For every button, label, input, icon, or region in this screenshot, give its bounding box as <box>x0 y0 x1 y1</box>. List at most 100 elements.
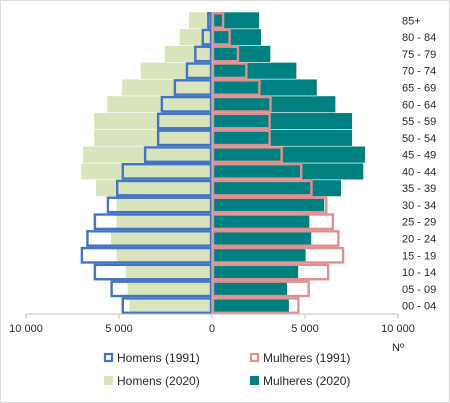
bar-mulheres-1991 <box>211 162 303 180</box>
category-label: 85+ <box>402 15 421 27</box>
bar-homens-2020 <box>106 95 213 113</box>
bar-mulheres-1991 <box>211 213 335 231</box>
category-label: 55 - 59 <box>402 116 436 128</box>
bar-mulheres-2020 <box>211 179 342 197</box>
category-labels-group: 00 - 04 05 - 09 10 - 14 15 - 19 20 - 24 25 - … <box>402 15 436 312</box>
bar-mulheres-2020 <box>211 280 288 298</box>
bar-homens-2020 <box>121 78 213 97</box>
bar-mulheres-2020 <box>211 78 318 97</box>
bar-homens-1991 <box>93 263 213 281</box>
legend-label: Homens (2020) <box>117 374 200 388</box>
bar-mulheres-2020 <box>211 95 336 113</box>
bar-homens-2020 <box>115 246 213 264</box>
bar-homens-1991 <box>121 162 213 180</box>
bar-mulheres-1991 <box>211 112 271 130</box>
bar-mulheres-2020 <box>211 263 299 281</box>
bar-homens-1991 <box>93 213 213 231</box>
legend-label: Homens (1991) <box>117 351 200 365</box>
bar-homens-2020 <box>80 162 213 181</box>
bar-homens-2020 <box>115 196 213 214</box>
bar-homens-1991 <box>116 179 213 197</box>
bar-mulheres-1991 <box>211 11 225 29</box>
outline-bars-group <box>80 11 345 314</box>
bar-mulheres-1991 <box>211 62 248 80</box>
x-tick-labels-group: 10 000 5 000 0 5 000 10 000 <box>9 323 415 335</box>
bar-mulheres-1991 <box>211 179 313 197</box>
category-label: 65 - 69 <box>402 83 436 95</box>
bar-mulheres-1991 <box>211 28 231 46</box>
category-label: 00 - 04 <box>402 301 436 313</box>
bar-mulheres-1991 <box>211 146 283 164</box>
bar-homens-2020 <box>127 280 213 298</box>
category-label: 70 - 74 <box>402 66 436 78</box>
category-label: 75 - 79 <box>402 49 436 61</box>
bar-homens-2020 <box>82 145 213 164</box>
bar-homens-1991 <box>194 45 213 63</box>
bar-homens-2020 <box>93 129 213 147</box>
bar-mulheres-2020 <box>211 11 260 30</box>
bar-mulheres-1991 <box>211 129 271 147</box>
bar-homens-1991 <box>207 11 213 29</box>
bar-mulheres-2020 <box>211 62 297 80</box>
category-label: 40 - 44 <box>402 166 436 178</box>
bar-mulheres-2020 <box>211 28 262 46</box>
bar-mulheres-2020 <box>211 162 364 181</box>
bar-homens-1991 <box>106 196 213 214</box>
category-label: 25 - 29 <box>402 217 436 229</box>
category-label: 05 - 09 <box>402 284 436 296</box>
bar-homens-1991 <box>110 280 213 298</box>
x-axis-label: Nº <box>392 342 404 354</box>
filled-bars-group <box>80 11 366 315</box>
bar-homens-1991 <box>156 112 213 130</box>
bar-homens-2020 <box>93 112 213 130</box>
bar-mulheres-2020 <box>211 145 366 164</box>
bar-mulheres-1991 <box>211 246 345 264</box>
bar-mulheres-1991 <box>211 95 272 113</box>
bar-homens-1991 <box>185 62 213 80</box>
legend-swatch <box>103 352 114 363</box>
bar-mulheres-1991 <box>211 230 340 247</box>
legend-label: Mulheres (1991) <box>263 351 350 365</box>
x-tick-label: 10 000 <box>9 323 43 335</box>
bar-mulheres-2020 <box>211 229 312 248</box>
bar-mulheres-1991 <box>211 297 300 314</box>
category-label: 45 - 49 <box>402 150 436 162</box>
category-label: 20 - 24 <box>402 234 436 246</box>
bar-homens-2020 <box>115 213 213 231</box>
axes-group <box>25 12 399 319</box>
bar-homens-2020 <box>125 263 213 281</box>
bar-homens-2020 <box>110 229 213 248</box>
bar-mulheres-2020 <box>211 246 307 264</box>
category-label: 35 - 39 <box>402 183 436 195</box>
bar-homens-2020 <box>95 179 213 197</box>
bar-homens-2020 <box>179 28 213 46</box>
bar-mulheres-1991 <box>211 79 261 96</box>
bar-mulheres-1991 <box>211 45 240 63</box>
bar-homens-1991 <box>160 95 213 113</box>
category-label: 15 - 19 <box>402 250 436 262</box>
bar-mulheres-1991 <box>211 280 310 298</box>
bar-mulheres-2020 <box>211 213 310 231</box>
legend-swatch <box>104 376 113 385</box>
x-tick-label: 5 000 <box>105 323 133 335</box>
bar-mulheres-2020 <box>211 196 325 214</box>
bar-homens-1991 <box>156 129 213 147</box>
bar-homens-2020 <box>128 296 213 315</box>
bar-mulheres-1991 <box>211 196 328 214</box>
bar-homens-2020 <box>140 62 213 80</box>
x-tick-label: 5 000 <box>291 323 319 335</box>
legend-swatch <box>249 352 260 363</box>
legend-label: Mulheres (2020) <box>263 374 350 388</box>
bar-mulheres-2020 <box>211 129 353 147</box>
bar-homens-2020 <box>164 45 213 63</box>
bar-homens-1991 <box>86 230 213 247</box>
category-label: 60 - 64 <box>402 99 436 111</box>
category-label: 10 - 14 <box>402 267 436 279</box>
bar-mulheres-1991 <box>211 263 330 281</box>
x-tick-label: 0 <box>209 323 215 335</box>
bar-homens-1991 <box>143 146 213 164</box>
bar-homens-1991 <box>80 246 213 264</box>
category-label: 80 - 84 <box>402 32 436 44</box>
bar-mulheres-2020 <box>211 296 290 315</box>
